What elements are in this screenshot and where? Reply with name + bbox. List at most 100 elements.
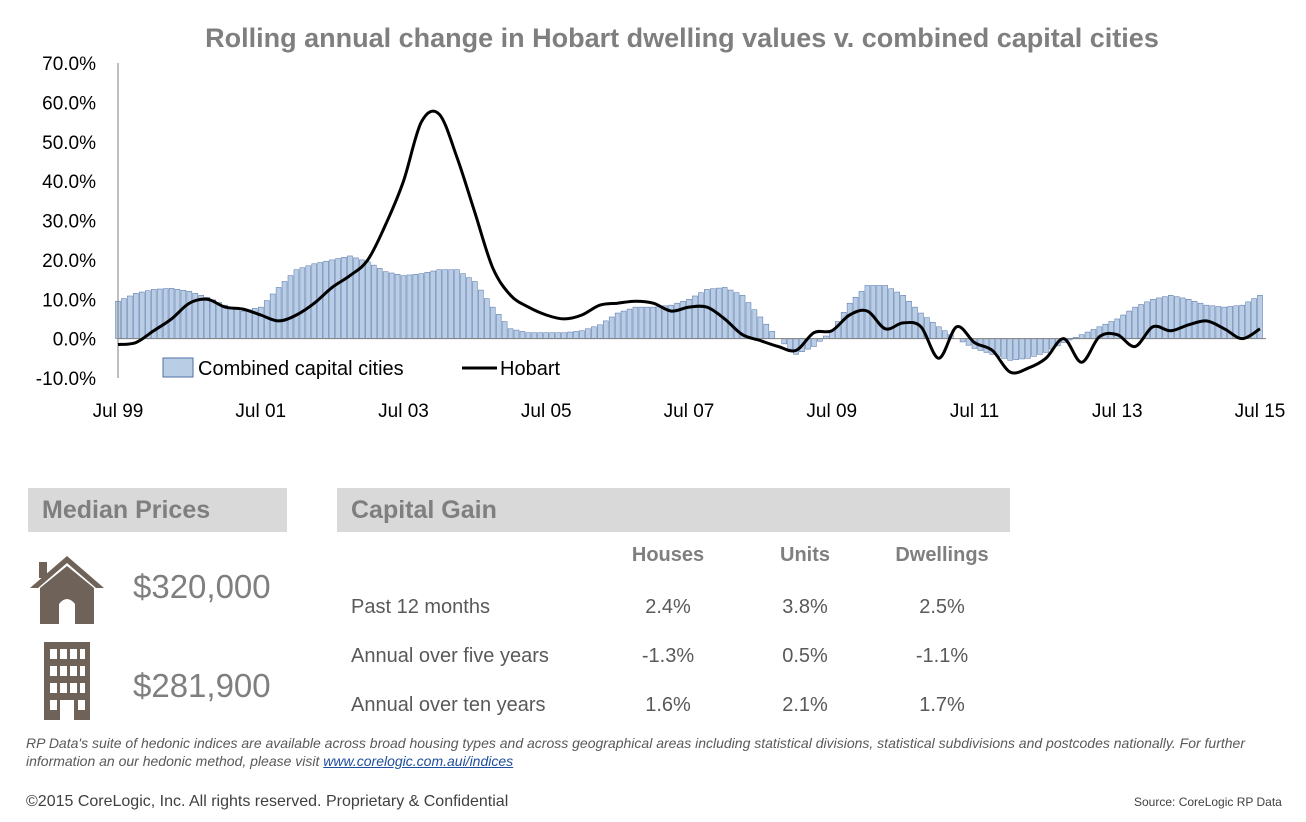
bar <box>1162 296 1168 339</box>
bar <box>942 330 948 339</box>
bar <box>573 331 579 339</box>
bar <box>846 302 853 339</box>
copyright: ©2015 CoreLogic, Inc. All rights reserve… <box>26 793 509 810</box>
bar <box>1239 304 1245 339</box>
x-tick-label: Jul 11 <box>950 401 999 422</box>
bar <box>811 338 817 347</box>
bar <box>597 324 603 339</box>
bar <box>1138 304 1144 339</box>
bar <box>1257 295 1263 339</box>
indices-link[interactable]: www.corelogic.com.aui/indices <box>323 753 514 769</box>
legend-label-combined: Combined capital cities <box>198 358 404 380</box>
bar <box>424 272 431 339</box>
median-prices-header: Median Prices <box>28 488 287 532</box>
bar <box>626 308 633 339</box>
bar <box>882 285 889 339</box>
cell-value: 1.6% <box>645 694 691 716</box>
bar <box>549 332 555 339</box>
bar <box>460 273 466 339</box>
y-tick-label: 20.0% <box>42 251 96 272</box>
bar <box>472 281 478 339</box>
legend-swatch-combined <box>162 357 194 378</box>
bar <box>204 297 210 339</box>
cell-value: 2.1% <box>782 694 828 716</box>
x-axis-ticks: Jul 99 Jul 01 Jul 03 Jul 05 Jul 07 Jul 09 Jul … <box>93 401 1286 422</box>
bar <box>787 338 793 350</box>
bar <box>745 302 752 339</box>
row-label: Annual over five years <box>351 645 549 667</box>
y-tick-label: 70.0% <box>42 54 96 75</box>
bar <box>501 321 508 339</box>
bar <box>121 298 127 339</box>
bar <box>1185 299 1192 339</box>
bar <box>1245 301 1251 339</box>
bar <box>478 289 484 339</box>
bar <box>567 331 573 339</box>
bar <box>418 273 425 339</box>
bar <box>198 295 205 339</box>
column-header-units: Units <box>780 544 830 566</box>
row-label: Annual over ten years <box>351 694 546 716</box>
bar <box>371 264 377 339</box>
cell-value: 2.5% <box>919 596 965 618</box>
bar <box>692 295 698 339</box>
bar <box>341 257 347 339</box>
bar <box>858 291 865 339</box>
chart: Rolling annual change in Hobart dwelling… <box>36 23 1286 422</box>
bar <box>382 271 389 339</box>
bar <box>359 259 365 339</box>
bar <box>644 306 651 339</box>
bar <box>144 290 151 339</box>
bar <box>234 308 240 339</box>
bar <box>1221 306 1228 339</box>
bar <box>269 293 276 339</box>
x-tick-label: Jul 13 <box>1092 401 1143 422</box>
bar <box>466 277 472 339</box>
bar <box>305 265 312 339</box>
disclaimer: RP Data's suite of hedonic indices are a… <box>26 734 1306 770</box>
bar <box>531 332 538 339</box>
legend-label-hobart: Hobart <box>500 358 560 380</box>
bar <box>299 267 306 339</box>
bar <box>876 285 883 339</box>
x-tick-label: Jul 09 <box>806 401 857 422</box>
row-label: Past 12 months <box>351 596 490 618</box>
bar <box>585 328 591 339</box>
bar <box>513 329 520 339</box>
bar <box>287 275 294 339</box>
bar <box>650 306 657 339</box>
bar <box>1126 310 1132 339</box>
bar <box>1156 297 1162 339</box>
bar <box>1108 321 1115 339</box>
bar <box>180 290 187 339</box>
bar <box>210 299 216 339</box>
bar <box>894 291 900 339</box>
bar <box>275 287 282 339</box>
bar <box>1173 296 1180 339</box>
cell-value: -1.3% <box>641 645 695 667</box>
bar <box>781 338 787 345</box>
cell-value: 3.8% <box>782 596 828 618</box>
x-tick-label: Jul 03 <box>378 401 429 422</box>
bar <box>1132 306 1138 339</box>
bar <box>537 332 544 339</box>
disclaimer-text: RP Data's suite of hedonic indices are a… <box>26 735 1245 769</box>
bar <box>216 302 222 339</box>
bar <box>656 306 663 339</box>
bar <box>727 289 734 339</box>
unit-median-price: $281,900 <box>133 667 271 704</box>
bar <box>258 306 264 339</box>
x-tick-label: Jul 99 <box>93 401 144 422</box>
bar <box>1001 338 1007 359</box>
bar <box>1013 338 1019 360</box>
bar <box>1233 305 1239 339</box>
bar <box>507 328 514 339</box>
bar <box>638 306 645 339</box>
bar <box>710 288 716 339</box>
bar <box>1120 314 1126 339</box>
bar <box>608 316 615 339</box>
house-median-price: $320,000 <box>133 568 271 605</box>
bar <box>614 312 621 339</box>
bar <box>281 281 288 339</box>
bar <box>323 260 329 339</box>
